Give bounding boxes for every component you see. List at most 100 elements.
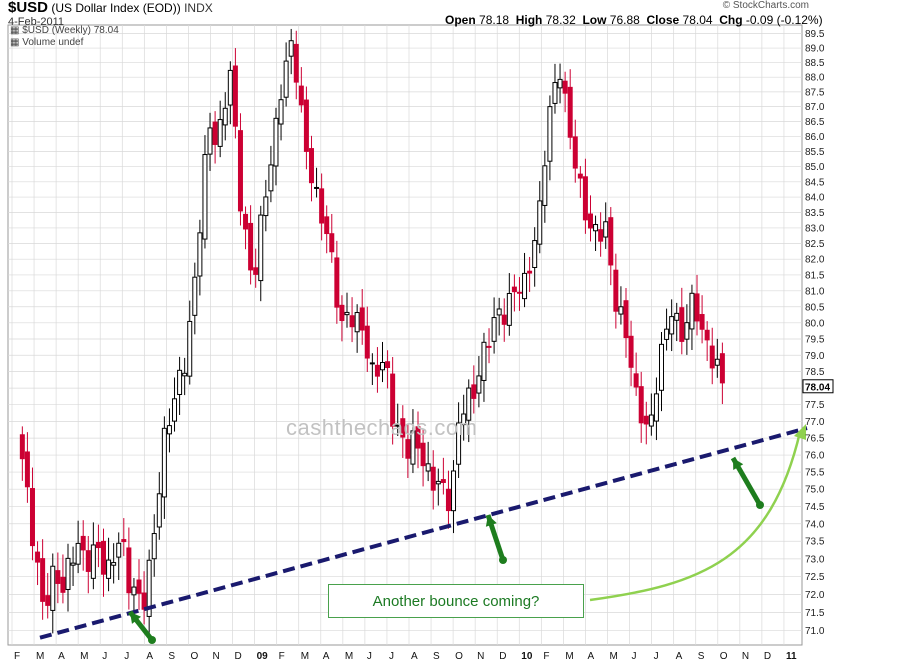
y-tick-label: 83.5: [805, 208, 825, 219]
candle-body: [374, 364, 380, 377]
candle-body: [95, 541, 101, 549]
y-tick-label: 83.0: [805, 223, 825, 234]
candlesticks: [19, 28, 725, 640]
candle-body: [278, 99, 284, 125]
candle-body: [293, 43, 299, 83]
bounce-arrowhead: [130, 612, 142, 624]
candle-body: [582, 176, 588, 221]
candle-body: [85, 550, 91, 572]
x-tick-label: F: [14, 651, 20, 662]
candle-body: [603, 221, 609, 238]
x-tick-label: N: [742, 651, 749, 662]
candle-body: [501, 314, 507, 325]
candle-body: [466, 387, 472, 421]
last-price-tag: [802, 379, 834, 394]
candle-body: [151, 533, 157, 560]
y-tick-label: 74.0: [805, 519, 825, 530]
candle-body: [481, 341, 487, 381]
y-tick-label: 73.5: [805, 537, 825, 548]
candle-body: [187, 320, 193, 377]
candle-body: [395, 424, 401, 427]
x-tick-label: J: [654, 651, 659, 662]
candle-body: [146, 559, 152, 617]
candle-body: [587, 213, 593, 229]
candle-body: [35, 551, 41, 563]
candle-body: [60, 576, 66, 593]
x-tick-label: D: [499, 651, 506, 662]
legend-series: ▦ $USD (Weekly) 78.04: [10, 25, 119, 36]
candle-body: [516, 291, 522, 294]
y-tick-label: 82.5: [805, 239, 825, 250]
candle-body: [329, 233, 335, 253]
y-tick-label: 77.5: [805, 400, 825, 411]
y-tick-label: 89.0: [805, 44, 825, 55]
y-tick-label: 71.0: [805, 626, 825, 637]
x-tick-label: M: [345, 651, 353, 662]
candle-body: [699, 314, 705, 330]
y-tick-label: 88.0: [805, 73, 825, 84]
y-tick-label: 84.5: [805, 177, 825, 188]
candle-body: [166, 425, 172, 435]
candle-body: [491, 317, 497, 342]
candle-body: [116, 542, 122, 558]
candle-body: [263, 196, 269, 217]
candle-body: [552, 82, 558, 104]
x-tick-label: A: [587, 651, 594, 662]
candle-body: [75, 542, 81, 565]
bounce-arrowhead: [733, 458, 744, 470]
candle-body: [308, 148, 314, 184]
candle-body: [445, 488, 451, 512]
callout-curve: [589, 431, 802, 602]
candle-body: [659, 343, 665, 391]
exchange: INDX: [184, 1, 213, 15]
candle-body: [126, 547, 132, 594]
candle-body: [380, 362, 386, 371]
x-tick-label: D: [235, 651, 242, 662]
candle-body: [709, 345, 715, 369]
candle-body: [65, 557, 71, 590]
candle-body: [415, 426, 421, 449]
x-tick-label: J: [389, 651, 394, 662]
candle-body: [420, 442, 426, 467]
y-tick-label: 72.5: [805, 572, 825, 583]
candle-body: [253, 267, 259, 275]
candle-body: [70, 562, 76, 566]
symbol: $USD: [8, 0, 49, 16]
candle-body: [29, 488, 35, 547]
x-tick-label: F: [279, 651, 285, 662]
candle-body: [461, 413, 467, 426]
support-trendline: [39, 426, 808, 640]
candle-body: [430, 466, 436, 491]
x-tick-label: J: [102, 651, 107, 662]
x-tick-label: S: [168, 651, 175, 662]
candle-body: [192, 276, 198, 316]
y-tick-label: 76.5: [805, 434, 825, 445]
y-tick-label: 80.0: [805, 318, 825, 329]
last-price-label: 78.04: [805, 382, 830, 393]
annotation-overlays: [39, 424, 808, 644]
candle-body: [237, 130, 243, 212]
candle-body: [385, 361, 391, 369]
candle-body: [451, 470, 457, 512]
x-tick-label: A: [58, 651, 65, 662]
candle-body: [319, 188, 325, 224]
candle-body: [19, 434, 25, 460]
candle-body: [684, 322, 690, 340]
candle-body: [577, 173, 583, 179]
candle-body: [268, 164, 274, 192]
x-tick-label: M: [565, 651, 573, 662]
x-tick-label: O: [720, 651, 728, 662]
candle-body: [243, 213, 249, 230]
price-axis: 71.0 71.5 72.0 72.5 73.0 73.5 74.0 74.5 75.0 75.5…: [14, 29, 834, 662]
y-tick-label: 82.0: [805, 255, 825, 266]
candle-body: [547, 106, 553, 162]
candle-body: [364, 325, 370, 359]
candle-body: [511, 286, 517, 293]
index-name: (US Dollar Index (EOD)): [51, 1, 181, 15]
candle-body: [537, 200, 543, 245]
candle-body: [486, 345, 492, 348]
candle-body: [689, 292, 695, 330]
candle-body: [628, 335, 634, 368]
candle-body: [283, 60, 289, 98]
